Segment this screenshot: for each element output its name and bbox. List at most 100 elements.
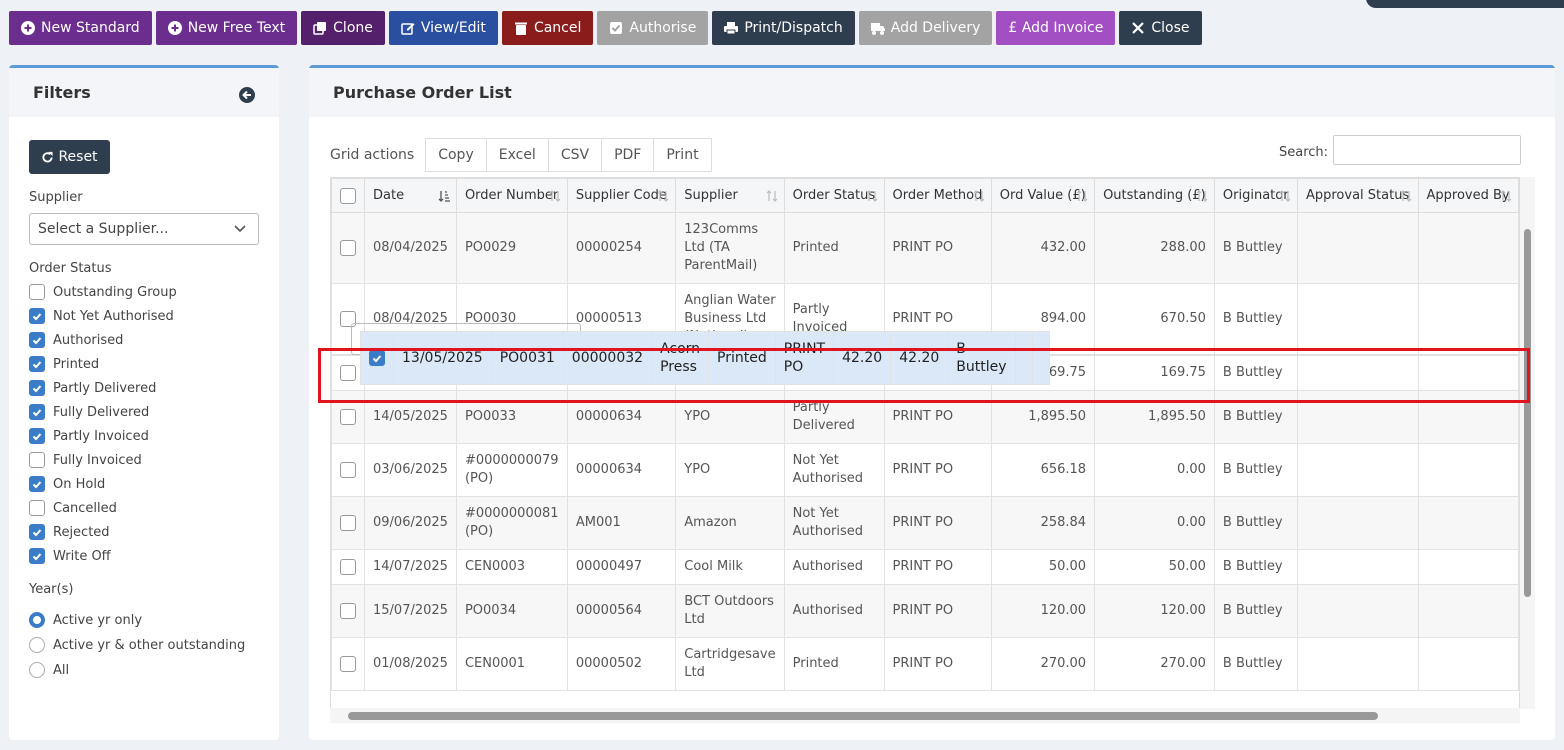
cell: 120.00 xyxy=(1094,584,1215,638)
order-row[interactable]: 08/04/2025 PO0029 00000254 123Comms Ltd (TA… xyxy=(331,212,1519,284)
status-option[interactable]: Printed xyxy=(29,356,99,372)
column-header[interactable]: Approval Status xyxy=(1296,178,1419,213)
checkbox[interactable] xyxy=(29,308,45,324)
search-input[interactable] xyxy=(1333,135,1521,165)
checkbox[interactable] xyxy=(29,284,45,300)
option-label: Partly Invoiced xyxy=(53,428,149,444)
column-header[interactable]: Date xyxy=(364,178,457,213)
row-checkbox[interactable] xyxy=(340,656,356,672)
grid-action-button[interactable]: Excel xyxy=(485,138,549,172)
toolbar-button[interactable]: Clone xyxy=(301,11,385,45)
row-checkbox[interactable] xyxy=(340,559,356,575)
column-header[interactable]: Order Number xyxy=(455,178,568,213)
toolbar-button[interactable]: Add Delivery xyxy=(858,11,993,45)
status-option[interactable]: Authorised xyxy=(29,332,123,348)
order-row[interactable]: 14/05/2025 PO0033 00000634 YPO Partly Delive… xyxy=(331,390,1519,444)
status-option[interactable]: Fully Delivered xyxy=(29,404,149,420)
button-label: Authorise xyxy=(629,20,697,36)
grid-action-button[interactable]: Copy xyxy=(425,138,487,172)
toolbar-button[interactable]: Print/Dispatch xyxy=(712,11,855,45)
order-row[interactable]: 14/07/2025 CEN0003 00000497 Cool Milk Author… xyxy=(331,549,1519,585)
column-header[interactable]: Supplier Code xyxy=(566,178,677,213)
select-cell xyxy=(331,549,365,585)
column-header[interactable]: Supplier xyxy=(675,178,785,213)
order-row[interactable]: 13/05/2025 PO0031 00000032 Acorn Press Print… xyxy=(351,323,1050,385)
column-header[interactable]: Order Status xyxy=(783,178,885,213)
order-row[interactable]: 03/06/2025 #0000000079 (PO) 00000634 YPO Not… xyxy=(331,443,1519,497)
status-option[interactable]: Cancelled xyxy=(29,500,117,516)
toolbar-button[interactable]: Cancel xyxy=(501,11,594,45)
toolbar-button[interactable]: £ Add Invoice xyxy=(996,11,1116,45)
grid-action-button[interactable]: Print xyxy=(653,138,712,172)
radio[interactable] xyxy=(29,662,45,678)
column-header[interactable]: Ord Value (£) xyxy=(990,178,1096,213)
checkbox[interactable] xyxy=(29,380,45,396)
column-header[interactable]: Originator xyxy=(1213,178,1298,213)
checkbox[interactable] xyxy=(29,548,45,564)
toolbar-button[interactable]: New Free Text xyxy=(155,11,298,45)
year-option[interactable]: All xyxy=(29,662,69,678)
year-option[interactable]: Active yr & other outstanding xyxy=(29,637,245,653)
cell: 270.00 xyxy=(990,637,1096,691)
radio[interactable] xyxy=(29,612,45,628)
supplier-placeholder: Select a Supplier... xyxy=(38,221,169,237)
checkbox[interactable] xyxy=(29,356,45,372)
select-cell xyxy=(331,212,365,284)
toolbar-button[interactable]: Close xyxy=(1119,11,1202,45)
status-option[interactable]: Not Yet Authorised xyxy=(29,308,174,324)
horizontal-scrollbar[interactable] xyxy=(330,708,1520,723)
vertical-scrollbar[interactable] xyxy=(1520,177,1535,709)
reset-button[interactable]: Reset xyxy=(29,140,110,174)
cell: 1,895.50 xyxy=(1094,390,1215,444)
cell xyxy=(1417,496,1519,550)
toolbar-button[interactable]: View/Edit xyxy=(388,11,498,45)
checkbox[interactable] xyxy=(29,428,45,444)
row-checkbox[interactable] xyxy=(340,515,356,531)
row-checkbox[interactable] xyxy=(340,409,356,425)
year-option[interactable]: Active yr only xyxy=(29,612,142,628)
option-label: On Hold xyxy=(53,476,106,492)
status-option[interactable]: Partly Delivered xyxy=(29,380,156,396)
column-header[interactable]: Outstanding (£) xyxy=(1094,178,1215,213)
status-option[interactable]: On Hold xyxy=(29,476,105,492)
status-option[interactable]: Rejected xyxy=(29,524,110,540)
radio[interactable] xyxy=(29,637,45,653)
column-header[interactable]: Approved By xyxy=(1417,178,1519,213)
row-checkbox[interactable] xyxy=(340,365,356,381)
cell: PRINT PO xyxy=(883,212,992,284)
toolbar-button[interactable]: New Standard xyxy=(9,11,152,45)
cell: Authorised xyxy=(783,549,885,585)
cell: 13/05/2025 xyxy=(393,331,492,385)
select-all-checkbox[interactable] xyxy=(340,187,356,204)
order-row[interactable]: 15/07/2025 PO0034 00000564 BCT Outdoors Ltd… xyxy=(331,584,1519,638)
collapse-icon[interactable] xyxy=(239,87,255,103)
checkbox[interactable] xyxy=(29,476,45,492)
checkbox[interactable] xyxy=(29,452,45,468)
row-checkbox[interactable] xyxy=(340,462,356,478)
checkbox[interactable] xyxy=(29,404,45,420)
checkbox[interactable] xyxy=(29,332,45,348)
years-label: Year(s) xyxy=(29,582,74,597)
supplier-select[interactable]: Select a Supplier... xyxy=(29,213,259,245)
order-row[interactable]: 01/08/2025 CEN0001 00000502 Cartridgesave L… xyxy=(331,637,1519,691)
row-checkbox[interactable] xyxy=(340,240,356,256)
status-option[interactable]: Outstanding Group xyxy=(29,284,177,300)
cell xyxy=(1417,549,1519,585)
status-option[interactable]: Write Off xyxy=(29,548,111,564)
grid-action-button[interactable]: CSV xyxy=(547,138,603,172)
grid-action-button[interactable]: PDF xyxy=(601,138,655,172)
cell: 09/06/2025 xyxy=(364,496,457,550)
cell: B Buttley xyxy=(1213,584,1298,638)
checkbox[interactable] xyxy=(29,524,45,540)
status-option[interactable]: Fully Invoiced xyxy=(29,452,142,468)
column-header[interactable]: Order Method xyxy=(883,178,992,213)
cell: 14/07/2025 xyxy=(364,549,457,585)
cell: 1,895.50 xyxy=(990,390,1096,444)
select-cell xyxy=(331,443,365,497)
checkbox[interactable] xyxy=(29,500,45,516)
toolbar-button[interactable]: Authorise xyxy=(597,11,709,45)
status-option[interactable]: Partly Invoiced xyxy=(29,428,149,444)
data-grid: Date Order Number Supplier Code Supplier Ord… xyxy=(330,177,1520,709)
row-checkbox[interactable] xyxy=(340,603,356,619)
order-row[interactable]: 09/06/2025 #0000000081 (PO) AM001 Amazon Not… xyxy=(331,496,1519,550)
